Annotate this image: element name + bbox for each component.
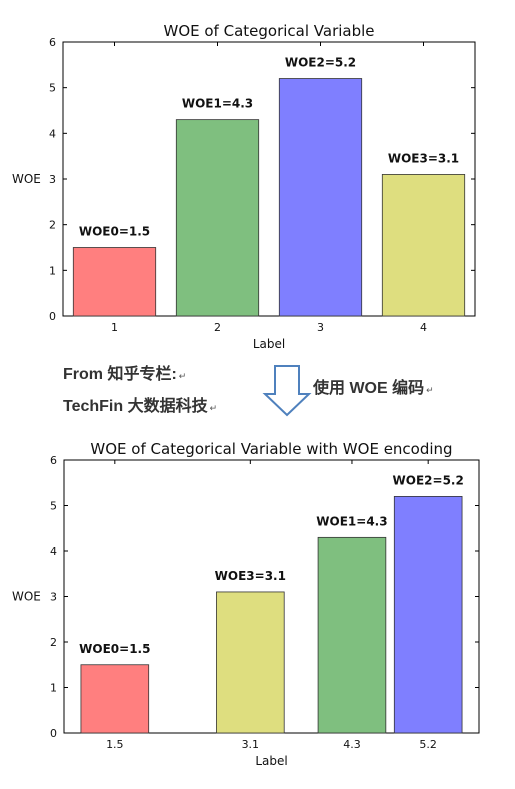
source-line-1: From 知乎专栏: ↵ (63, 360, 186, 384)
encoding-label: 使用 WOE 编码 ↵ (313, 374, 434, 398)
x-tick-label: 4.3 (343, 738, 361, 751)
x-tick-label: 2 (214, 321, 221, 334)
source-line-2-text: TechFin 大数据科技 (63, 398, 208, 415)
y-tick-label: 2 (50, 636, 57, 649)
y-tick-label: 0 (49, 310, 56, 323)
woe-chart-top: WOE of Categorical Variable 0 1 2 3 4 5 6 1 2 3 4 WO… (12, 22, 476, 351)
x-tick-label: 3.1 (242, 738, 260, 751)
x-tick-label: 4 (420, 321, 427, 334)
bar (381, 174, 466, 317)
y-tick-label: 1 (49, 264, 56, 277)
x-axis-label: Label (253, 337, 285, 351)
paragraph-mark: ↵ (178, 371, 187, 381)
y-tick-label: 4 (50, 545, 57, 558)
y-tick-label: 4 (49, 127, 56, 140)
x-axis-label: Label (255, 754, 287, 768)
down-arrow-shape (262, 365, 312, 417)
bar-data-label: WOE0=1.5 (79, 225, 150, 239)
y-tick-label: 5 (49, 82, 56, 95)
bar (80, 664, 150, 734)
bar-data-label: WOE0=1.5 (79, 642, 150, 656)
woe-chart-bottom: WOE of Categorical Variable with WOE enc… (12, 440, 480, 768)
x-tick-label: 5.2 (419, 738, 437, 751)
y-tick-label: 1 (50, 682, 57, 695)
bar-data-label: WOE1=4.3 (182, 97, 253, 111)
y-tick-label: 5 (50, 500, 57, 513)
y-tick-label: 6 (50, 454, 57, 467)
bar-data-label: WOE2=5.2 (285, 56, 356, 70)
y-tick-label: 3 (50, 591, 57, 604)
y-tick-label: 3 (49, 173, 56, 186)
bar (278, 78, 363, 317)
x-tick-label: 1.5 (106, 738, 124, 751)
bar (317, 536, 387, 734)
y-axis-label: WOE (12, 590, 41, 604)
bar (72, 247, 157, 317)
x-tick-label: 3 (317, 321, 324, 334)
bar-data-label: WOE1=4.3 (316, 514, 387, 528)
y-tick-label: 2 (49, 219, 56, 232)
source-line-1-text: From 知乎专栏: (63, 366, 177, 383)
bar-data-label: WOE2=5.2 (393, 473, 464, 487)
x-tick-label: 1 (111, 321, 118, 334)
bar-data-label: WOE3=3.1 (215, 569, 286, 583)
bar (175, 119, 260, 317)
source-line-2: TechFin 大数据科技 ↵ (63, 392, 217, 416)
chart-title: WOE of Categorical Variable with WOE enc… (90, 440, 452, 458)
y-tick-label: 6 (49, 36, 56, 49)
y-axis-label: WOE (12, 172, 41, 186)
down-arrow-icon (262, 365, 312, 417)
chart-title: WOE of Categorical Variable (163, 22, 374, 40)
paragraph-mark: ↵ (426, 385, 434, 395)
bar (393, 496, 463, 734)
bar (216, 591, 285, 734)
encoding-label-text: 使用 WOE 编码 (313, 380, 425, 397)
y-tick-label: 0 (50, 727, 57, 740)
bar-data-label: WOE3=3.1 (388, 151, 459, 165)
paragraph-mark: ↵ (209, 403, 218, 413)
